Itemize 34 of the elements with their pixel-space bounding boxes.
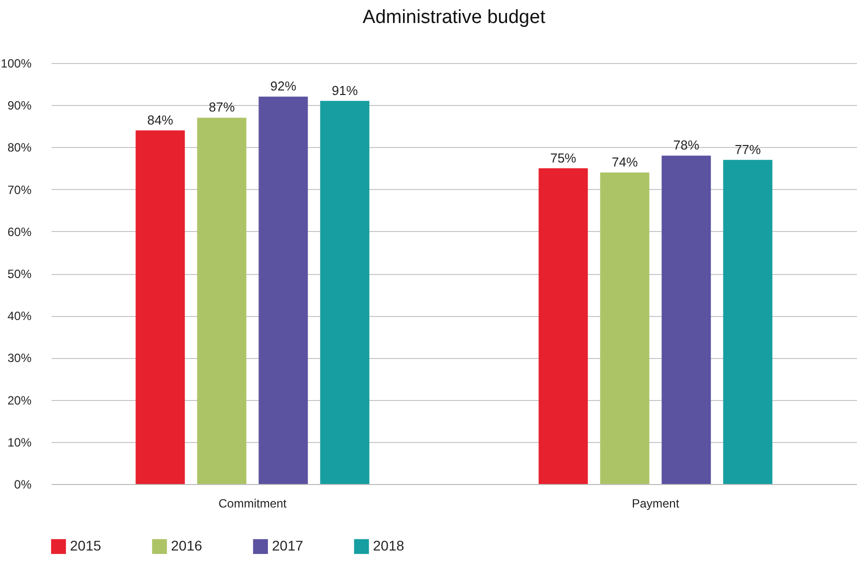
y-tick-label: 20% xyxy=(7,393,32,408)
chart-title: Administrative budget xyxy=(362,7,546,28)
bar xyxy=(600,172,650,484)
bar xyxy=(320,100,370,484)
y-tick-label: 60% xyxy=(7,224,32,239)
y-tick-label: 40% xyxy=(7,309,32,324)
bar xyxy=(538,168,588,484)
data-label: 84% xyxy=(147,112,174,128)
y-tick-label: 0% xyxy=(14,478,32,492)
data-label: 92% xyxy=(270,78,297,94)
bar xyxy=(197,118,246,484)
x-tick-label: Payment xyxy=(632,496,680,510)
legend-label: 2017 xyxy=(272,538,304,554)
y-tick-label: 80% xyxy=(7,140,32,155)
data-label: 75% xyxy=(550,150,577,166)
bar xyxy=(258,96,308,484)
y-tick-label: 70% xyxy=(7,182,32,197)
data-label: 87% xyxy=(208,100,236,115)
y-tick-label: 50% xyxy=(7,267,32,281)
data-label: 78% xyxy=(673,138,700,153)
legend-label: 2018 xyxy=(373,538,404,554)
y-tick-label: 100% xyxy=(0,56,32,70)
legend-label: 2015 xyxy=(70,538,102,554)
data-label: 77% xyxy=(734,142,762,157)
data-label: 91% xyxy=(332,82,358,98)
legend-label: 2016 xyxy=(171,538,202,554)
bar xyxy=(723,160,772,484)
x-tick-label: Commitment xyxy=(218,496,288,510)
y-tick-label: 10% xyxy=(7,435,32,450)
bar xyxy=(136,130,185,484)
data-label: 74% xyxy=(612,154,638,170)
y-tick-label: 90% xyxy=(7,98,32,113)
bar xyxy=(662,156,711,484)
y-tick-label: 30% xyxy=(7,351,32,366)
